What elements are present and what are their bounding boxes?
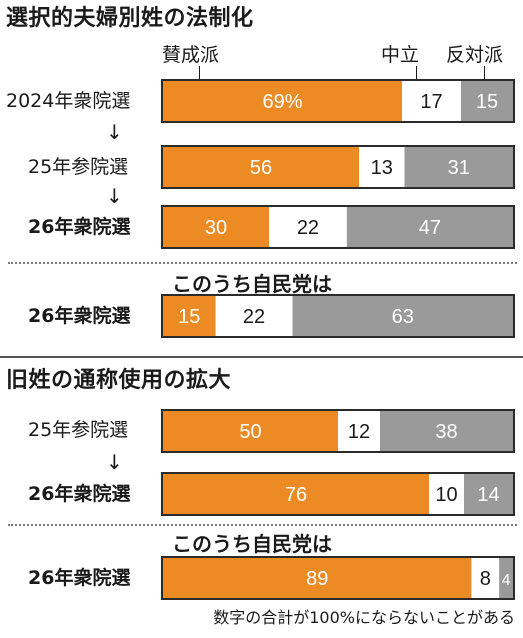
bar-segment-support	[163, 474, 429, 514]
dotted-divider	[8, 524, 517, 526]
bar-segment-oppose	[499, 558, 513, 598]
bar-segment-support	[163, 411, 338, 451]
bar-segment-neutral	[359, 147, 405, 187]
bar-segment-neutral	[269, 207, 347, 247]
bar-value-label: 22	[243, 306, 265, 328]
bar-value-label: 38	[435, 421, 457, 443]
bar-value-label: 56	[250, 157, 272, 179]
footnote: 数字の合計が100%にならないことがある	[213, 608, 515, 627]
subgroup-label-2: このうち自民党は	[172, 532, 332, 556]
legend-oppose: 反対派	[446, 44, 504, 66]
bar-frame	[161, 145, 515, 189]
bar-segment-oppose	[404, 147, 513, 187]
bar-segment-support	[163, 296, 216, 336]
bar-value-label: 17	[420, 91, 442, 113]
bar-frame	[161, 205, 515, 249]
row-label-25-upper: 25年参院選	[28, 156, 129, 178]
bar-segment-oppose	[346, 207, 513, 247]
legend-support-tick	[199, 66, 200, 84]
bar-segment-neutral	[429, 474, 464, 514]
bar-segment-oppose	[380, 411, 513, 451]
bar-value-label: 47	[419, 217, 441, 239]
bar-segment-oppose	[464, 474, 513, 514]
bar-segment-support	[163, 81, 403, 121]
bar-frame	[161, 472, 515, 516]
bar-value-label: 31	[448, 157, 470, 179]
row-label-26-lower-ldp-2: 26年衆院選	[28, 567, 131, 589]
bar-value-label: 69%	[263, 91, 303, 113]
bar-value-label: 14	[477, 484, 499, 506]
dotted-divider	[8, 262, 517, 264]
bar-frame	[161, 294, 515, 338]
bar-value-label: 13	[371, 157, 393, 179]
bar-segment-neutral	[402, 81, 462, 121]
bar-frame	[161, 556, 515, 600]
bar-value-label: 89	[306, 568, 328, 590]
bar-value-label: 15	[178, 306, 200, 328]
bar-segment-neutral	[471, 558, 500, 598]
down-arrow-icon: ↓	[106, 120, 123, 144]
bar-value-label: 22	[297, 217, 319, 239]
legend-support: 賛成派	[162, 44, 220, 66]
legend-neutral: 中立	[381, 44, 420, 66]
bar-value-label: 76	[285, 484, 307, 506]
bar-value-label: 10	[435, 484, 457, 506]
section2-title: 旧姓の通称使用の拡大	[6, 368, 232, 393]
bar-frame	[161, 409, 515, 453]
bar-segment-oppose	[461, 81, 513, 121]
bar-value-label: 4	[502, 572, 511, 589]
row-label-26-lower: 26年衆院選	[28, 216, 131, 238]
bar-value-label: 50	[239, 421, 261, 443]
bar-value-label: 30	[205, 217, 227, 239]
bar-segment-oppose	[292, 296, 513, 336]
row-label-26-lower-2: 26年衆院選	[28, 483, 131, 505]
bar-segment-support	[163, 207, 270, 247]
row-label-25-upper-2: 25年参院選	[28, 419, 129, 441]
down-arrow-icon: ↓	[106, 184, 123, 208]
section-divider	[0, 356, 523, 358]
bar-value-label: 15	[476, 91, 498, 113]
bar-value-label: 8	[480, 568, 491, 590]
row-label-2024-lower: 2024年衆院選	[6, 90, 131, 112]
bar-value-label: 12	[348, 421, 370, 443]
bar-segment-support	[163, 147, 359, 187]
legend-oppose-tick	[484, 66, 485, 84]
bar-value-label: 63	[392, 306, 414, 328]
down-arrow-icon: ↓	[106, 450, 123, 474]
bar-segment-support	[163, 558, 472, 598]
bar-segment-neutral	[338, 411, 380, 451]
bar-frame	[161, 79, 515, 123]
section1-title: 選択的夫婦別姓の法制化	[6, 6, 254, 31]
row-label-26-lower-ldp: 26年衆院選	[28, 305, 131, 327]
legend-neutral-tick	[416, 66, 417, 84]
subgroup-label: このうち自民党は	[172, 272, 332, 296]
bar-segment-neutral	[215, 296, 293, 336]
